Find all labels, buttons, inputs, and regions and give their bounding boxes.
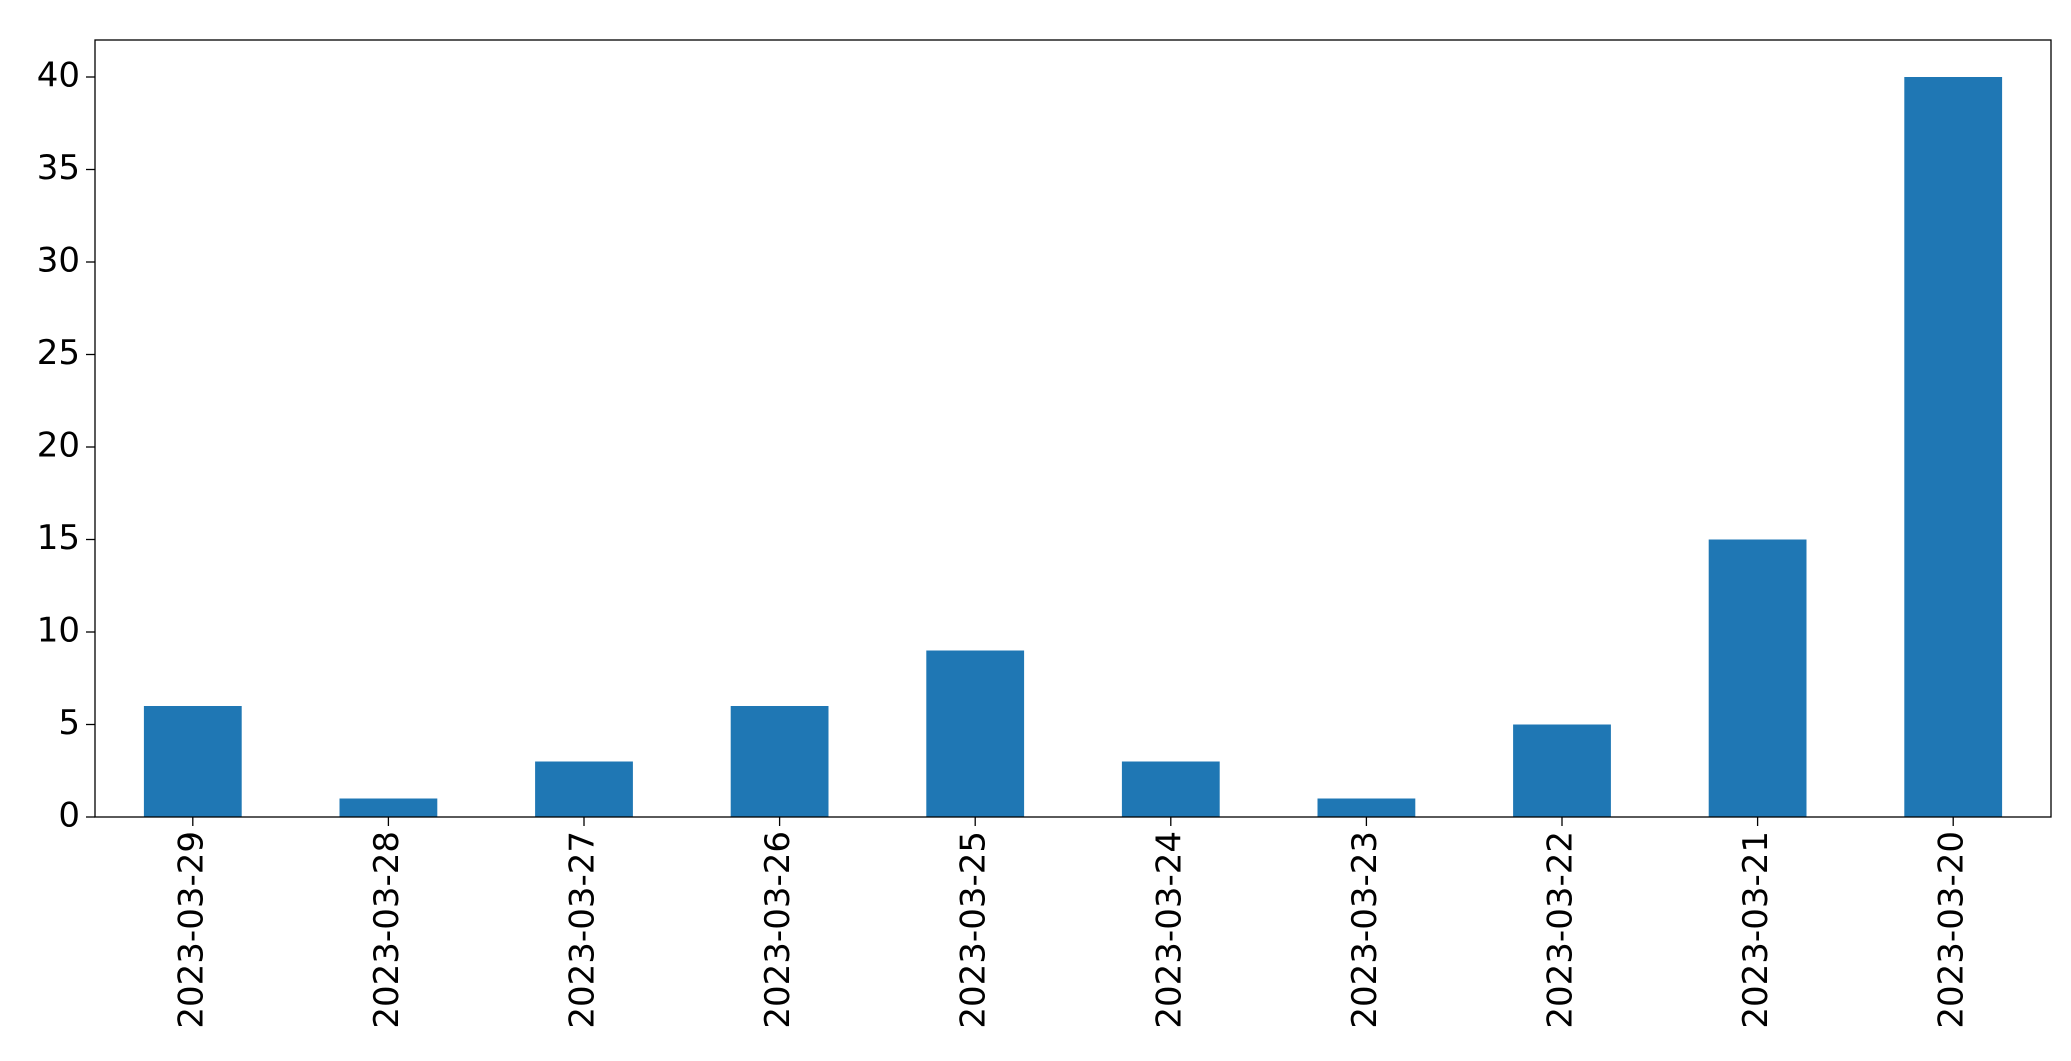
y-tick-label: 20	[37, 426, 80, 466]
x-tick-label: 2023-03-21	[1736, 831, 1776, 1029]
bar	[926, 650, 1025, 817]
x-tick-label: 2023-03-28	[367, 831, 407, 1029]
plot-frame	[94, 39, 2052, 818]
bar	[1317, 798, 1416, 817]
bar	[1513, 724, 1611, 817]
y-tick-label: 35	[37, 148, 80, 188]
bar	[339, 798, 438, 817]
y-tick-label: 15	[37, 518, 80, 558]
x-tick-label: 2023-03-20	[1932, 831, 1972, 1029]
x-tick-label: 2023-03-23	[1345, 831, 1385, 1029]
x-tick-label: 2023-03-27	[563, 831, 603, 1029]
x-tick-label: 2023-03-25	[954, 831, 994, 1029]
x-tick-label: 2023-03-29	[171, 831, 211, 1029]
bar	[1121, 761, 1220, 817]
bar	[730, 706, 829, 817]
y-tick-label: 25	[37, 333, 80, 373]
bar	[1708, 539, 1807, 817]
bar	[535, 761, 633, 817]
bar	[143, 706, 242, 817]
x-tick-label: 2023-03-24	[1149, 831, 1189, 1029]
y-tick-label: 0	[58, 796, 80, 836]
y-tick-label: 40	[37, 56, 80, 96]
bar	[1904, 77, 2003, 817]
y-tick-label: 5	[58, 703, 80, 743]
x-tick-label: 2023-03-22	[1541, 831, 1581, 1029]
y-tick-label: 10	[37, 611, 80, 651]
x-tick-label: 2023-03-26	[758, 831, 798, 1029]
y-tick-label: 30	[37, 241, 80, 281]
